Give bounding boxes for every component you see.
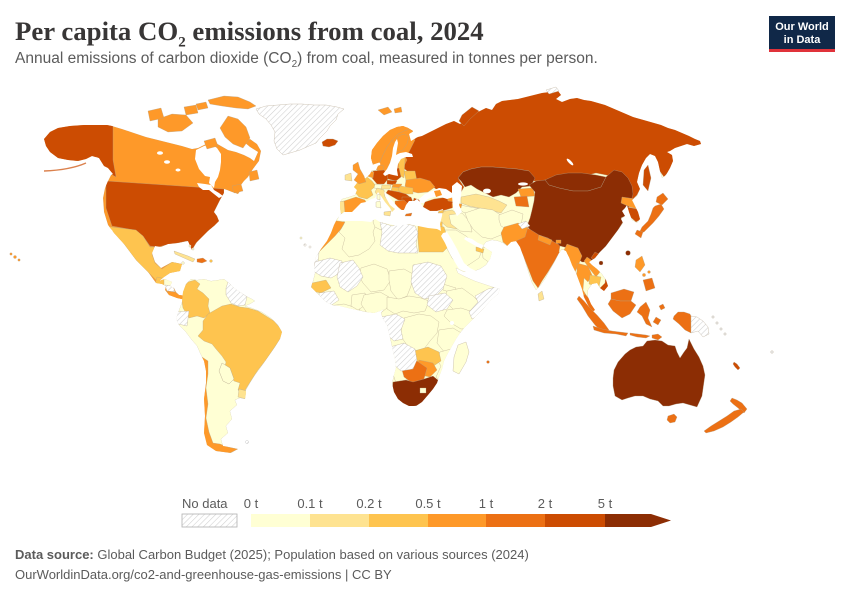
svg-text:5 t: 5 t [598, 496, 613, 511]
svg-text:No data: No data [182, 496, 228, 511]
svg-text:1 t: 1 t [479, 496, 494, 511]
svg-text:0.5 t: 0.5 t [415, 496, 441, 511]
svg-text:0.2 t: 0.2 t [356, 496, 382, 511]
svg-text:2 t: 2 t [538, 496, 553, 511]
svg-text:0.1 t: 0.1 t [297, 496, 323, 511]
svg-text:0 t: 0 t [244, 496, 259, 511]
